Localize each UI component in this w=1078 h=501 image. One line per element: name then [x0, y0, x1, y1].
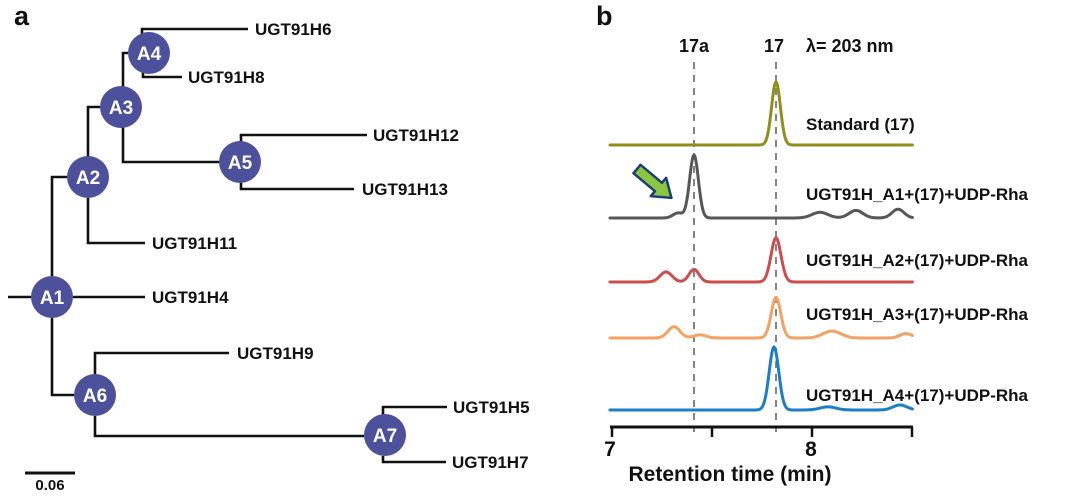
trace-label-standard: Standard (17) — [806, 115, 915, 134]
clade-node-a3-circle — [100, 86, 142, 128]
green-arrow-annotation — [632, 163, 673, 200]
wavelength-label: λ= 203 nm — [806, 36, 894, 56]
tree-branches — [8, 27, 447, 464]
chromatogram-trace-0 — [608, 80, 914, 147]
clade-node-a1: A1 — [31, 276, 73, 318]
clade-node-a3-label: A3 — [109, 98, 133, 119]
peak-marker-label-17a: 17a — [678, 36, 710, 56]
chromatogram-trace-1 — [608, 153, 914, 220]
leaf-label-ugt91h13: UGT91H13 — [362, 180, 448, 199]
chromatogram-trace-3 — [608, 296, 914, 340]
tree-svg: UGT91H6 UGT91H8 UGT91H12 UGT91H13 UGT91H… — [8, 20, 530, 494]
x-tick-label-8: 8 — [805, 438, 817, 461]
leaf-label-ugt91h6: UGT91H6 — [255, 20, 332, 39]
chromatogram-svg — [608, 62, 914, 437]
leaf-label-ugt91h12: UGT91H12 — [373, 126, 459, 145]
phylogenetic-tree-panel: UGT91H6 UGT91H8 UGT91H12 UGT91H13 UGT91H… — [8, 1, 530, 494]
clade-node-a1-circle — [31, 276, 73, 318]
leaf-label-ugt91h8: UGT91H8 — [188, 68, 265, 87]
clade-node-a7-label: A7 — [373, 426, 397, 447]
clade-node-a3: A3 — [100, 86, 142, 128]
clade-node-a5-label: A5 — [228, 153, 253, 174]
leaf-label-ugt91h7: UGT91H7 — [452, 453, 529, 472]
scale-bar-label: 0.06 — [35, 477, 64, 494]
clade-node-a7-circle — [364, 414, 406, 456]
clade-node-a7: A7 — [364, 414, 406, 456]
green-arrow-icon — [632, 163, 673, 200]
panel-a-letter: a — [14, 1, 30, 31]
leaf-label-ugt91h4: UGT91H4 — [152, 288, 229, 307]
clade-node-a6-circle — [74, 374, 116, 416]
panel-b-letter: b — [596, 1, 613, 31]
chromatogram-trace-4 — [608, 345, 914, 412]
peak-marker-label-17: 17 — [763, 36, 785, 56]
trace-label-ugt91h-a3: UGT91H_A3+(17)+UDP-Rha — [806, 305, 1029, 324]
clade-node-a5: A5 — [219, 141, 261, 183]
trace-label-ugt91h-a1: UGT91H_A1+(17)+UDP-Rha — [806, 185, 1029, 204]
chromatogram-trace-2 — [608, 236, 914, 284]
clade-node-a6-label: A6 — [83, 386, 107, 407]
chromatogram-panel: b 17a 17 λ= 203 nm Standard (17) UGT91H_… — [580, 0, 1078, 501]
leaf-label-ugt91h11: UGT91H11 — [152, 234, 237, 253]
clade-node-a2-label: A2 — [76, 168, 100, 189]
clade-node-a1-label: A1 — [40, 288, 65, 309]
trace-label-ugt91h-a4: UGT91H_A4+(17)+UDP-Rha — [806, 386, 1029, 405]
trace-label-ugt91h-a2: UGT91H_A2+(17)+UDP-Rha — [806, 251, 1029, 270]
leaf-label-ugt91h5: UGT91H5 — [453, 398, 530, 417]
clade-node-a2-circle — [67, 156, 109, 198]
x-axis-title: Retention time (min) — [628, 463, 832, 486]
clade-node-a5-circle — [219, 141, 261, 183]
clade-node-a4: A4 — [128, 32, 170, 74]
clade-node-a6: A6 — [74, 374, 116, 416]
clade-node-a2: A2 — [67, 156, 109, 198]
x-tick-label-7: 7 — [604, 438, 616, 461]
clade-node-a4-label: A4 — [137, 44, 162, 65]
leaf-label-ugt91h9: UGT91H9 — [237, 344, 314, 363]
clade-node-a4-circle — [128, 32, 170, 74]
